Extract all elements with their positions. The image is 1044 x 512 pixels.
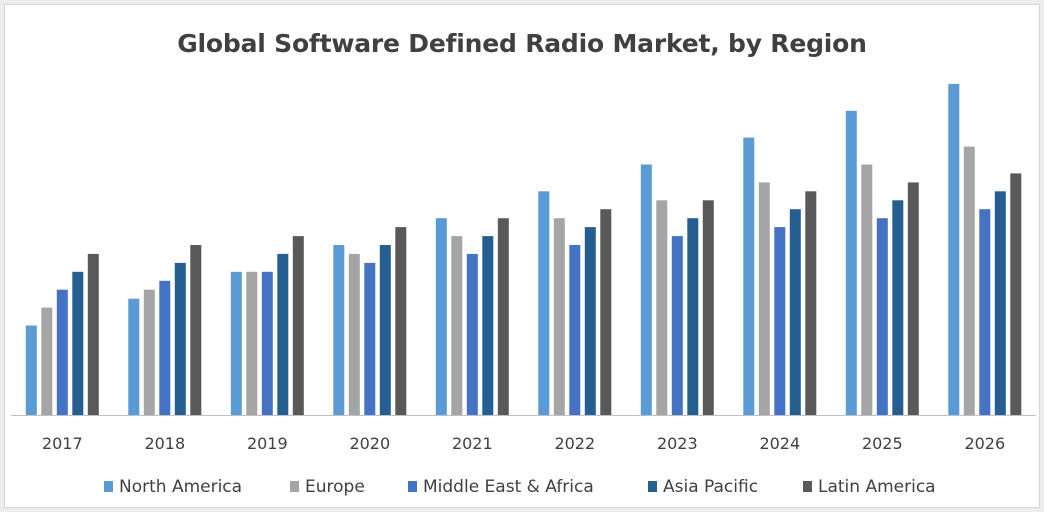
bar-latin-america-2017	[87, 253, 99, 415]
bar-asia-pacific-2017	[72, 271, 84, 415]
bar-north-america-2019	[230, 271, 242, 415]
legend-swatch-north-america	[104, 481, 113, 492]
bar-europe-2026	[963, 146, 975, 415]
chart-title: Global Software Defined Radio Market, by…	[177, 29, 867, 58]
bar-asia-pacific-2024	[789, 209, 801, 415]
bar-latin-america-2023	[702, 200, 714, 415]
bar-asia-pacific-2021	[482, 236, 494, 415]
x-tick-labels: 2017 2018 2019 2020 2021 2022 2023 2024 2025 2026	[42, 434, 1005, 453]
bar-europe-2025	[861, 164, 873, 415]
bar-latin-america-2022	[600, 209, 612, 415]
bar-middle-east-africa-2025	[876, 218, 888, 415]
x-tick-label-2023: 2023	[657, 434, 698, 453]
bar-north-america-2023	[640, 164, 652, 415]
legend-swatch-latin-america	[803, 481, 812, 492]
bar-asia-pacific-2019	[277, 253, 289, 415]
bar-middle-east-africa-2017	[56, 289, 68, 415]
bar-middle-east-africa-2018	[159, 280, 171, 415]
x-tick-label-2021: 2021	[452, 434, 493, 453]
bar-europe-2019	[246, 271, 258, 415]
x-tick-label-2025: 2025	[862, 434, 903, 453]
chart-frame: Global Software Defined Radio Market, by…	[4, 4, 1040, 508]
bar-latin-america-2024	[805, 191, 817, 415]
legend-label-middle-east-africa: Middle East & Africa	[423, 477, 594, 497]
bar-latin-america-2021	[497, 218, 509, 415]
bar-middle-east-africa-2021	[466, 253, 478, 415]
bar-middle-east-africa-2023	[671, 236, 683, 415]
bar-north-america-2026	[948, 83, 960, 416]
bar-north-america-2022	[538, 191, 550, 415]
legend-label-latin-america: Latin America	[818, 477, 936, 497]
bar-asia-pacific-2018	[174, 262, 186, 415]
legend-label-europe: Europe	[305, 477, 365, 497]
legend-swatch-europe	[290, 481, 299, 492]
bar-latin-america-2026	[1010, 173, 1022, 415]
x-tick-label-2022: 2022	[554, 434, 595, 453]
bar-north-america-2025	[845, 110, 857, 416]
legend: North America Europe Middle East & Africa A…	[104, 477, 936, 497]
x-tick-label-2020: 2020	[349, 434, 390, 453]
bar-europe-2021	[451, 236, 463, 415]
bar-europe-2023	[656, 200, 668, 415]
bar-middle-east-africa-2024	[774, 227, 786, 415]
bar-middle-east-africa-2020	[364, 262, 376, 415]
bar-north-america-2020	[333, 245, 345, 415]
bar-asia-pacific-2026	[994, 191, 1006, 415]
bar-chart: 2017 2018 2019 2020 2021 2022 2023 2024 2025 2026…	[11, 83, 1036, 497]
legend-swatch-middle-east-africa	[408, 481, 417, 492]
x-tick-label-2019: 2019	[247, 434, 288, 453]
x-tick-label-2024: 2024	[759, 434, 800, 453]
bar-asia-pacific-2023	[687, 218, 699, 415]
bar-latin-america-2019	[292, 236, 304, 415]
bars-group	[25, 83, 1022, 416]
x-tick-label-2018: 2018	[144, 434, 185, 453]
bar-middle-east-africa-2022	[569, 245, 581, 415]
bar-north-america-2021	[435, 218, 447, 415]
bar-north-america-2024	[743, 137, 755, 415]
x-tick-label-2017: 2017	[42, 434, 83, 453]
bar-north-america-2018	[128, 298, 140, 415]
bar-europe-2018	[143, 289, 155, 415]
bar-europe-2017	[41, 307, 53, 415]
bar-asia-pacific-2020	[379, 245, 391, 415]
bar-latin-america-2018	[190, 245, 202, 415]
bar-europe-2020	[348, 253, 360, 415]
bar-latin-america-2025	[907, 182, 919, 415]
bar-middle-east-africa-2026	[979, 209, 991, 415]
legend-label-asia-pacific: Asia Pacific	[663, 477, 758, 497]
bar-asia-pacific-2022	[584, 227, 596, 415]
bar-asia-pacific-2025	[892, 200, 904, 415]
legend-label-north-america: North America	[119, 477, 242, 497]
legend-swatch-asia-pacific	[648, 481, 657, 492]
bar-middle-east-africa-2019	[261, 271, 273, 415]
bar-north-america-2017	[25, 325, 37, 415]
bar-latin-america-2020	[395, 227, 407, 415]
bar-europe-2024	[758, 182, 770, 415]
x-tick-label-2026: 2026	[964, 434, 1005, 453]
bar-europe-2022	[553, 218, 565, 415]
